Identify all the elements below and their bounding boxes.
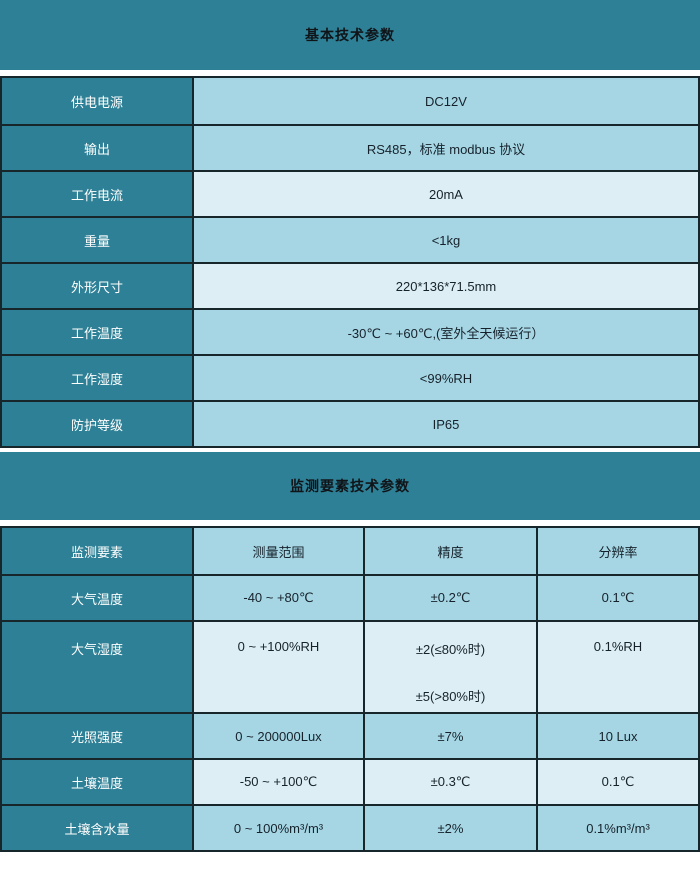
table-row: 工作温度 -30℃ ~ +60℃,(室外全天候运行） bbox=[2, 308, 698, 354]
divider bbox=[0, 70, 700, 76]
section-title-basic-params: 基本技术参数 bbox=[0, 0, 700, 70]
accuracy-value: ±0.2℃ bbox=[363, 576, 536, 620]
element-label: 土壤温度 bbox=[2, 760, 192, 804]
table-header-row: 监测要素 测量范围 精度 分辨率 bbox=[2, 528, 698, 574]
range-value: -50 ~ +100℃ bbox=[192, 760, 363, 804]
param-value: RS485，标准 modbus 协议 bbox=[192, 126, 698, 170]
param-label: 工作温度 bbox=[2, 310, 192, 354]
table-row: 光照强度 0 ~ 200000Lux ±7% 10 Lux bbox=[2, 712, 698, 758]
monitoring-params-table: 监测要素 测量范围 精度 分辨率 大气温度 -40 ~ +80℃ ±0.2℃ 0… bbox=[0, 526, 700, 852]
range-value: -40 ~ +80℃ bbox=[192, 576, 363, 620]
accuracy-value: ±2(≤80%时) ±5(>80%时) bbox=[363, 622, 536, 712]
divider bbox=[0, 448, 700, 452]
table-row: 工作湿度 <99%RH bbox=[2, 354, 698, 400]
divider bbox=[0, 520, 700, 526]
accuracy-value: ±2% bbox=[363, 806, 536, 850]
column-header-accuracy: 精度 bbox=[363, 528, 536, 574]
param-label: 工作电流 bbox=[2, 172, 192, 216]
table-row: 供电电源 DC12V bbox=[2, 78, 698, 124]
param-value: <99%RH bbox=[192, 356, 698, 400]
param-label: 工作湿度 bbox=[2, 356, 192, 400]
accuracy-line-2: ±5(>80%时) bbox=[415, 689, 486, 704]
resolution-value: 0.1%m³/m³ bbox=[536, 806, 698, 850]
table-row: 土壤温度 -50 ~ +100℃ ±0.3℃ 0.1℃ bbox=[2, 758, 698, 804]
param-value: 220*136*71.5mm bbox=[192, 264, 698, 308]
basic-params-table: 供电电源 DC12V 输出 RS485，标准 modbus 协议 工作电流 20… bbox=[0, 76, 700, 448]
element-label: 大气湿度 bbox=[2, 622, 192, 712]
sensor-spec-sheet: 基本技术参数 供电电源 DC12V 输出 RS485，标准 modbus 协议 … bbox=[0, 0, 700, 856]
accuracy-line-1: ±2(≤80%时) bbox=[415, 642, 486, 657]
table-row: 输出 RS485，标准 modbus 协议 bbox=[2, 124, 698, 170]
resolution-value: 0.1%RH bbox=[536, 622, 698, 712]
bottom-margin bbox=[0, 852, 700, 856]
accuracy-value: ±0.3℃ bbox=[363, 760, 536, 804]
element-label: 大气温度 bbox=[2, 576, 192, 620]
section-title-monitoring-params: 监测要素技术参数 bbox=[0, 452, 700, 520]
table-row: 工作电流 20mA bbox=[2, 170, 698, 216]
range-value: 0 ~ +100%RH bbox=[192, 622, 363, 712]
column-header-resolution: 分辨率 bbox=[536, 528, 698, 574]
element-label: 土壤含水量 bbox=[2, 806, 192, 850]
accuracy-value: ±7% bbox=[363, 714, 536, 758]
column-header-element: 监测要素 bbox=[2, 528, 192, 574]
param-label: 输出 bbox=[2, 126, 192, 170]
param-label: 外形尺寸 bbox=[2, 264, 192, 308]
param-value: DC12V bbox=[192, 78, 698, 124]
table-row: 外形尺寸 220*136*71.5mm bbox=[2, 262, 698, 308]
param-value: IP65 bbox=[192, 402, 698, 446]
param-value: 20mA bbox=[192, 172, 698, 216]
table-row: 大气湿度 0 ~ +100%RH ±2(≤80%时) ±5(>80%时) 0.1… bbox=[2, 620, 698, 712]
param-label: 防护等级 bbox=[2, 402, 192, 446]
param-value: -30℃ ~ +60℃,(室外全天候运行） bbox=[192, 310, 698, 354]
resolution-value: 0.1℃ bbox=[536, 576, 698, 620]
table-row: 土壤含水量 0 ~ 100%m³/m³ ±2% 0.1%m³/m³ bbox=[2, 804, 698, 850]
param-label: 供电电源 bbox=[2, 78, 192, 124]
column-header-range: 测量范围 bbox=[192, 528, 363, 574]
table-row: 防护等级 IP65 bbox=[2, 400, 698, 446]
range-value: 0 ~ 100%m³/m³ bbox=[192, 806, 363, 850]
resolution-value: 0.1℃ bbox=[536, 760, 698, 804]
range-value: 0 ~ 200000Lux bbox=[192, 714, 363, 758]
param-value: <1kg bbox=[192, 218, 698, 262]
element-label: 光照强度 bbox=[2, 714, 192, 758]
accuracy-multiline: ±2(≤80%时) ±5(>80%时) bbox=[416, 639, 486, 705]
param-label: 重量 bbox=[2, 218, 192, 262]
table-row: 重量 <1kg bbox=[2, 216, 698, 262]
resolution-value: 10 Lux bbox=[536, 714, 698, 758]
table-row: 大气温度 -40 ~ +80℃ ±0.2℃ 0.1℃ bbox=[2, 574, 698, 620]
